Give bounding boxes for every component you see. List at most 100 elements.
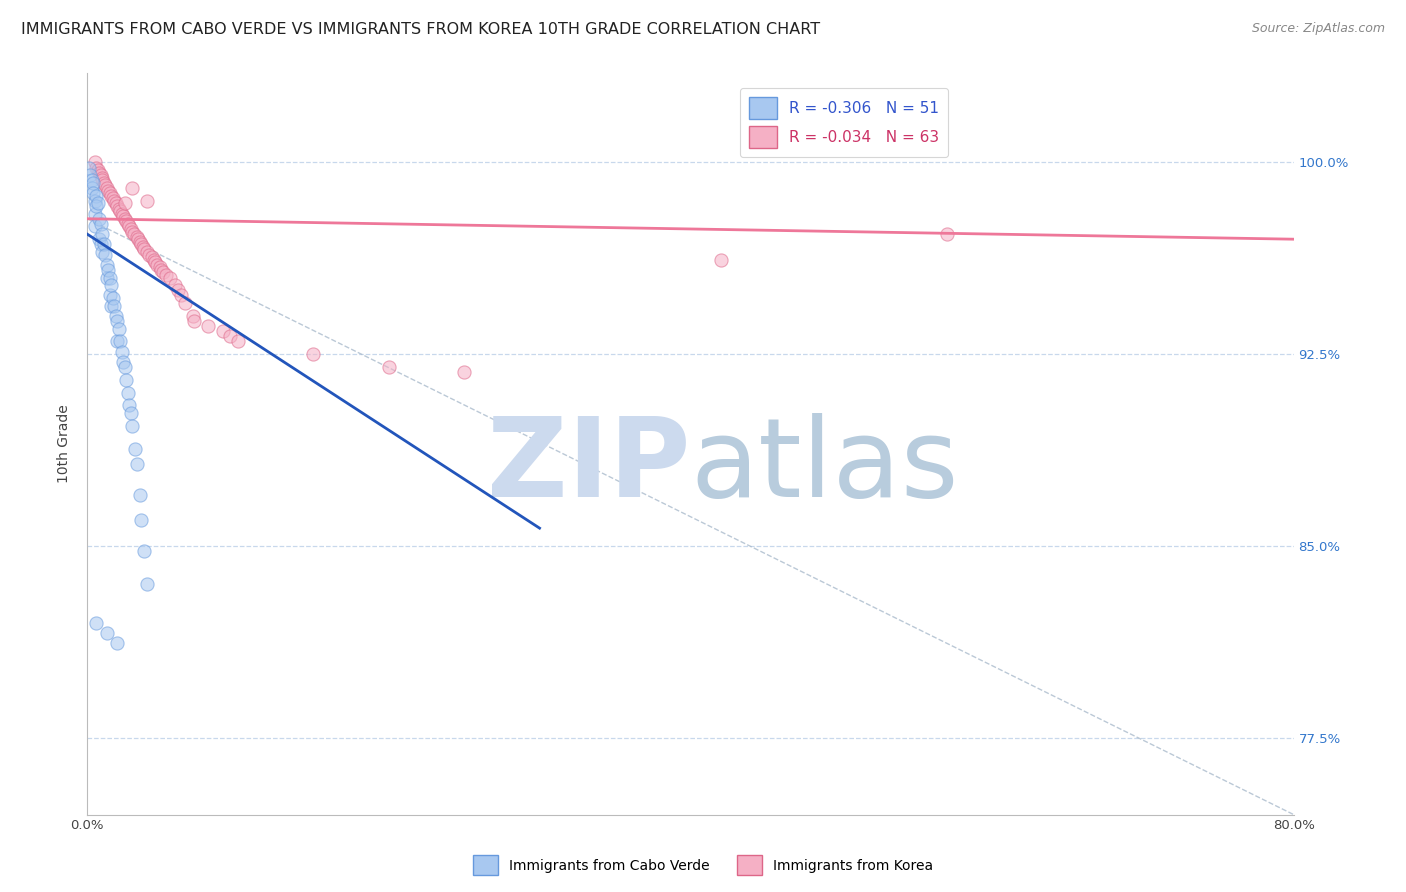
Point (125, 457, 148, 471)
Point (226, 334, 249, 349)
Point (84, 161, 107, 175)
Point (141, 250, 163, 264)
Point (114, 211, 136, 226)
Point (118, 219, 141, 234)
Text: atlas: atlas (690, 412, 959, 519)
Point (105, 636, 128, 650)
Point (197, 319, 219, 334)
Point (111, 344, 134, 359)
Point (91, 170, 114, 185)
Point (98, 186, 121, 201)
Point (83, 194, 105, 208)
Point (100, 299, 122, 313)
Point (131, 237, 153, 252)
Point (212, 324, 235, 338)
Point (80, 173, 103, 187)
Point (121, 418, 143, 433)
Point (110, 204, 132, 219)
Point (143, 255, 166, 269)
Y-axis label: 10th Grade: 10th Grade (58, 404, 72, 483)
Point (145, 258, 167, 272)
Point (152, 265, 174, 279)
Point (134, 243, 156, 257)
Point (86, 163, 108, 178)
Point (93, 237, 115, 252)
Point (83, 219, 105, 234)
Point (219, 329, 242, 343)
Point (453, 365, 475, 379)
Point (80, 181, 103, 195)
Point (91, 227, 114, 241)
Point (100, 188, 122, 202)
Point (101, 291, 124, 305)
Point (77, 161, 100, 175)
Point (115, 373, 138, 387)
Point (96, 626, 118, 640)
Point (166, 283, 188, 297)
Point (120, 406, 142, 420)
Point (83, 206, 105, 220)
Point (148, 260, 170, 275)
Point (94, 247, 117, 261)
Point (105, 334, 128, 349)
Point (111, 206, 134, 220)
Point (302, 347, 325, 361)
Point (84, 615, 107, 630)
Point (96, 181, 118, 195)
Point (378, 359, 401, 374)
Point (96, 258, 118, 272)
Point (112, 355, 135, 369)
Point (132, 240, 155, 254)
Point (136, 244, 159, 259)
Point (709, 252, 731, 267)
Point (115, 214, 138, 228)
Point (105, 199, 128, 213)
Point (124, 442, 146, 456)
Text: ZIP: ZIP (486, 412, 690, 519)
Point (103, 194, 125, 208)
Point (98, 288, 121, 302)
Point (86, 196, 108, 211)
Point (104, 309, 127, 323)
Point (112, 209, 135, 223)
Text: IMMIGRANTS FROM CABO VERDE VS IMMIGRANTS FROM KOREA 10TH GRADE CORRELATION CHART: IMMIGRANTS FROM CABO VERDE VS IMMIGRANTS… (21, 22, 820, 37)
Point (104, 196, 127, 211)
Point (89, 166, 111, 180)
Point (110, 334, 132, 349)
Point (935, 227, 957, 241)
Point (97, 184, 120, 198)
Point (90, 168, 112, 182)
Point (114, 196, 136, 211)
Point (89, 232, 111, 246)
Point (93, 176, 115, 190)
Point (94, 178, 117, 193)
Point (131, 513, 153, 527)
Point (183, 314, 205, 328)
Point (100, 278, 122, 293)
Point (90, 217, 112, 231)
Point (155, 268, 177, 282)
Point (96, 270, 118, 285)
Point (114, 359, 136, 374)
Point (90, 237, 112, 252)
Point (117, 217, 139, 231)
Point (134, 544, 156, 558)
Point (83, 155, 105, 169)
Legend: Immigrants from Cabo Verde, Immigrants from Korea: Immigrants from Cabo Verde, Immigrants f… (467, 850, 939, 880)
Point (142, 252, 165, 267)
Point (97, 263, 120, 277)
Point (122, 227, 145, 241)
Point (79, 168, 101, 182)
Legend: R = -0.306   N = 51, R = -0.034   N = 63: R = -0.306 N = 51, R = -0.034 N = 63 (740, 88, 948, 157)
Point (150, 263, 173, 277)
Point (136, 194, 159, 208)
Point (120, 222, 142, 236)
Point (129, 488, 152, 502)
Point (181, 309, 204, 323)
Point (108, 321, 131, 335)
Point (127, 232, 149, 246)
Point (84, 199, 107, 213)
Point (169, 288, 191, 302)
Point (121, 225, 143, 239)
Point (121, 181, 143, 195)
